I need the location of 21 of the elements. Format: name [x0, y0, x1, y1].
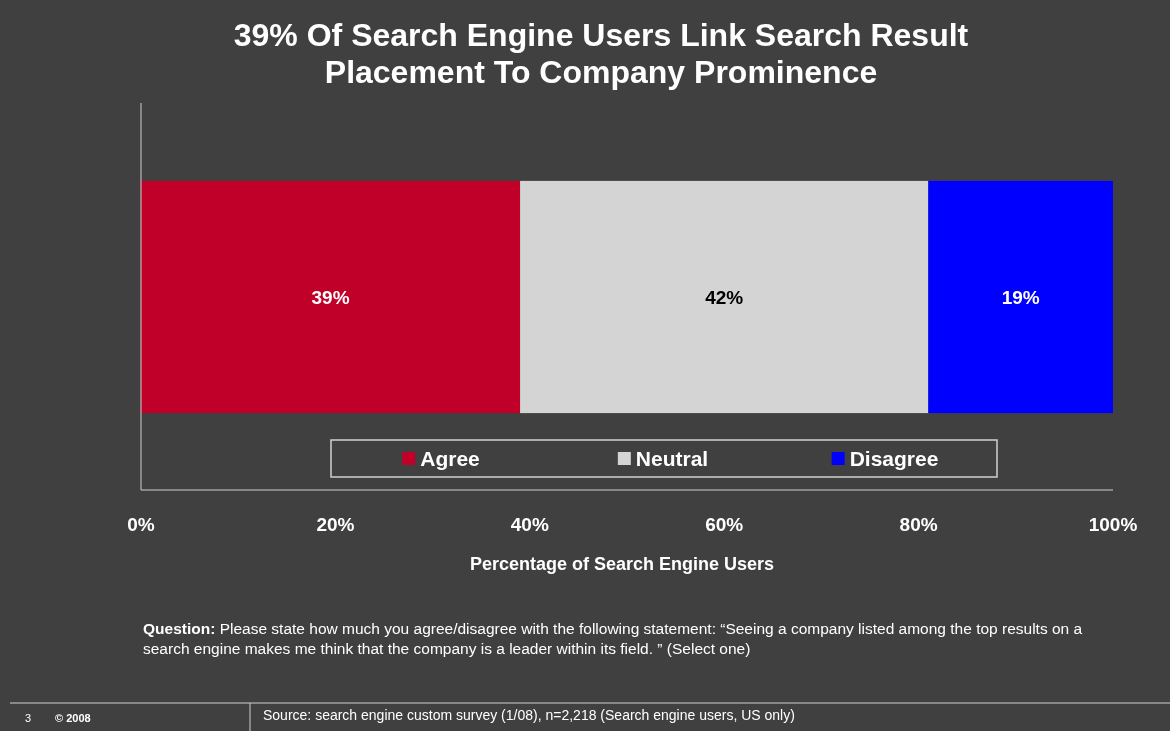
x-tick-label: 100%: [1088, 514, 1138, 535]
x-tick-label: 0%: [127, 514, 155, 535]
text: 19%: [1001, 286, 1040, 308]
text: © 2008: [55, 712, 91, 724]
bar: [928, 180, 1113, 414]
x-tick-label: 40%: [510, 514, 549, 535]
x-tick-label: 60%: [705, 514, 744, 535]
bar: [520, 180, 929, 414]
text: 39%: [311, 286, 350, 308]
x-tick-label: 20%: [316, 514, 355, 535]
chart-title: 39% Of Search Engine Users Link Search Result Placement To Company Prominence: [233, 17, 969, 90]
source-note: Source: search engine custom survey (1/08), n=2,218 (Search engine users, US only): [263, 707, 795, 723]
text: Question: Please state how much you agree/disagree with the following statement: “Seeing a company listed among the top results on a search engine makes me think that the company is a leader within its field. ” (Select one): [143, 620, 1083, 657]
x-tick-label: 80%: [899, 514, 938, 535]
legend-label: Disagree: [849, 447, 939, 470]
text: 42%: [705, 286, 744, 308]
legend-label: Neutral: [635, 447, 709, 470]
legend-label: Agree: [420, 447, 480, 470]
text: 3: [25, 712, 32, 724]
x-axis-title: Percentage of Search Engine Users: [469, 554, 775, 574]
bar: [141, 180, 521, 414]
